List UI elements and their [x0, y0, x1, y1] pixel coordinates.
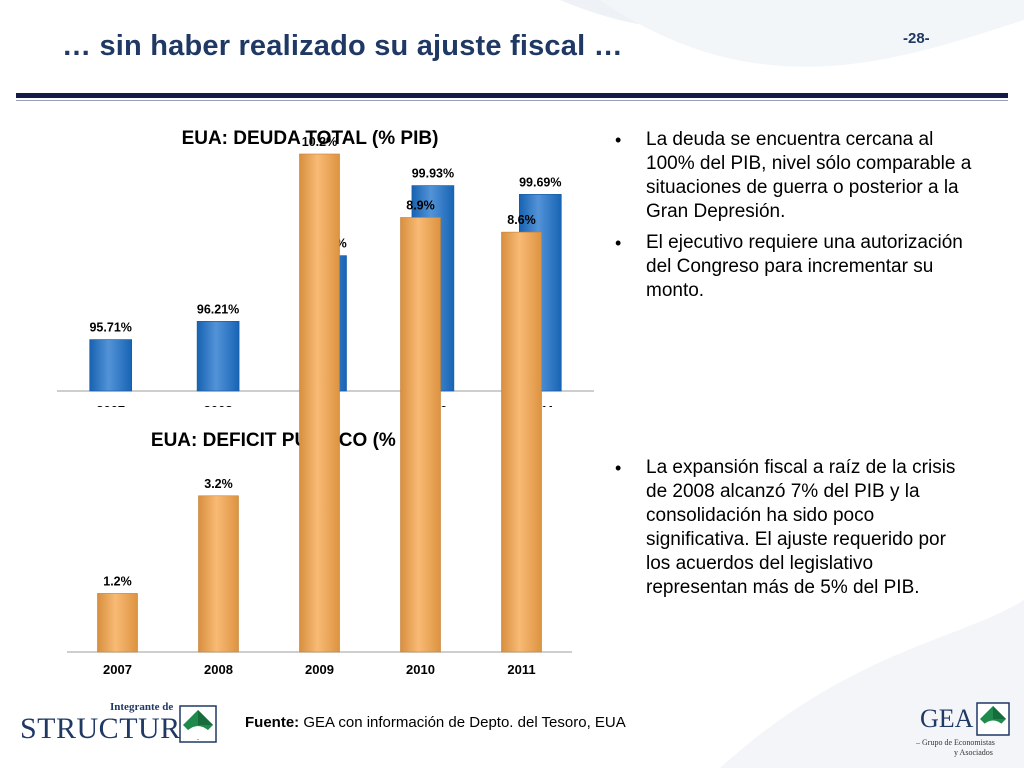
debt-chart-title: EUA: DEUDA TOTAL (% PIB) — [181, 128, 439, 149]
tick-label-2011: 2011 — [507, 662, 535, 677]
bullet-symbol: • — [615, 233, 622, 253]
data-label-2007: 1.2% — [103, 574, 132, 588]
bar-2008 — [196, 321, 240, 392]
structura-tagline: Integrante de — [110, 701, 174, 713]
bullet-item: • La deuda se encuentra cercana al 100% … — [615, 128, 975, 224]
data-label-2009: 10.2% — [302, 135, 337, 149]
bar-2007 — [97, 593, 138, 653]
data-label-2010: 8.9% — [406, 198, 435, 212]
source-text: GEA con información de Depto. del Tesoro… — [303, 714, 626, 731]
deficit-chart-title: EUA: DEFICIT PÚBLICO (% PIB) — [150, 430, 440, 451]
data-label-2011: 8.6% — [507, 213, 536, 227]
tick-label-2007: 2007 — [103, 662, 132, 677]
gea-logo: GEA – Grupo de Economistas y Asociados — [914, 700, 1020, 762]
data-label-2007: 95.71% — [89, 321, 131, 335]
data-label-2008: 96.21% — [197, 302, 239, 316]
bullet-symbol: • — [615, 458, 622, 478]
slide-title: … sin haber realizado su ajuste fiscal … — [62, 30, 623, 62]
source-label: Fuente: — [245, 714, 300, 731]
bullet-text: La expansión fiscal a raíz de la crisis … — [646, 457, 956, 598]
bar-2008 — [198, 495, 239, 653]
page-number: -28- — [903, 30, 930, 47]
bullet-list-deficit: • La expansión fiscal a raíz de la crisi… — [615, 456, 975, 607]
bullet-symbol: • — [615, 130, 622, 150]
gea-emblem-icon — [976, 702, 1010, 736]
bullet-text: El ejecutivo requiere una autorización d… — [646, 232, 963, 301]
title-divider — [16, 93, 1008, 98]
bar-2007 — [89, 339, 132, 392]
tick-label-2008: 2008 — [204, 662, 233, 677]
title-divider-thin — [16, 100, 1008, 101]
bullet-item: • El ejecutivo requiere una autorización… — [615, 231, 975, 303]
bullet-item: • La expansión fiscal a raíz de la crisi… — [615, 456, 975, 600]
source-note: Fuente: GEA con información de Depto. de… — [245, 714, 626, 731]
bullet-text: La deuda se encuentra cercana al 100% de… — [646, 129, 972, 222]
bar-2011 — [501, 231, 542, 653]
gea-wordmark: GEA — [920, 704, 974, 733]
structura-logo: Integrante de STRUCTURA — [18, 700, 218, 748]
tick-label-2007: 2007 — [96, 403, 125, 418]
bar-2010 — [400, 217, 441, 653]
data-label-2008: 3.2% — [204, 477, 233, 491]
data-label-2011: 99.69% — [519, 175, 561, 189]
tick-label-2009: 2009 — [305, 662, 334, 677]
gea-subtitle-line2: y Asociados — [954, 748, 993, 757]
tick-label-2010: 2010 — [406, 662, 435, 677]
structura-emblem-icon — [179, 705, 217, 743]
bullet-list-debt: • La deuda se encuentra cercana al 100% … — [615, 128, 975, 310]
bar-2009 — [299, 153, 340, 653]
structura-wordmark: STRUCTURA — [20, 712, 203, 745]
tick-label-2008: 2008 — [204, 403, 233, 418]
data-label-2010: 99.93% — [412, 167, 454, 181]
gea-subtitle-line1: – Grupo de Economistas — [916, 738, 995, 747]
